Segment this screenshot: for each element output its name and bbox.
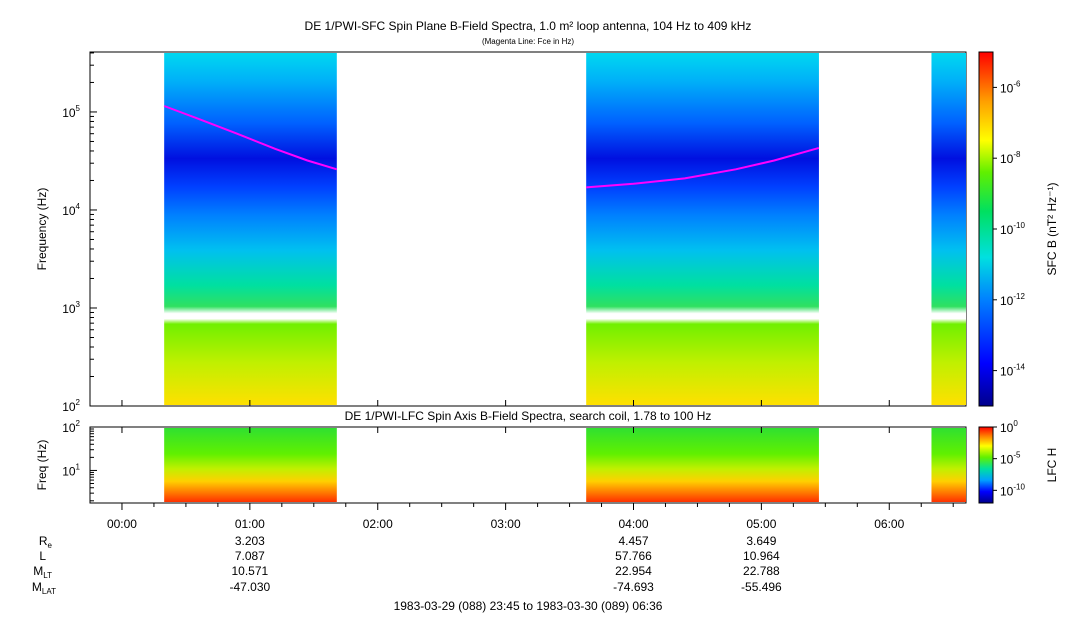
- x-tick-label: 06:00: [874, 517, 904, 531]
- x-tick-label: 00:00: [107, 517, 137, 531]
- lfc-spectrogram: [164, 428, 966, 502]
- ephemeris-value-l: 7.087: [235, 549, 265, 563]
- sfc-data-interval: [164, 53, 337, 405]
- sfc-y-axis: 102 103 104 105: [62, 52, 97, 414]
- y-tick-label: 104: [62, 202, 80, 218]
- ephemeris-value-mlat: -47.030: [230, 580, 271, 594]
- y-tick-label: 105: [62, 104, 80, 120]
- ephemeris-value-re: 3.649: [746, 534, 776, 548]
- colorbar-tick-label: 10-8: [1000, 150, 1021, 166]
- ephemeris-value-l: 57.766: [615, 549, 652, 563]
- ephemeris-value-mlt: 22.954: [615, 564, 652, 578]
- y-tick-label: 103: [62, 300, 80, 316]
- sfc-fce-line: [163, 105, 820, 189]
- x-tick-label: 01:00: [235, 517, 265, 531]
- mlat-label: MLAT: [32, 580, 56, 596]
- y-tick-label: 102: [62, 398, 80, 414]
- ephemeris-value-re: 3.203: [235, 534, 265, 548]
- colorbar-tick-label: 10-10: [1000, 482, 1025, 498]
- fce-line-segment: [586, 146, 820, 189]
- sfc-colorbar-ticks: 10-6 10-8 10-10 10-12 10-14: [993, 79, 1025, 379]
- sfc-title: DE 1/PWI-SFC Spin Plane B-Field Spectra,…: [305, 19, 752, 33]
- sfc-spectrogram: [164, 53, 966, 405]
- colorbar-tick-label: 10-10: [1000, 221, 1025, 237]
- x-tick-label: 03:00: [491, 517, 521, 531]
- lfc-data-interval: [164, 428, 337, 502]
- sfc-colorbar: [978, 51, 994, 407]
- lfc-colorbar-ticks: 100 10-5 10-10: [993, 419, 1025, 498]
- sfc-ylabel: Frequency (Hz): [35, 188, 49, 271]
- sfc-colorbar-label: SFC B (nT² Hz⁻¹): [1045, 183, 1059, 276]
- y-tick-label: 102: [62, 419, 80, 435]
- sfc-subtitle: (Magenta Line: Fce in Hz): [482, 37, 574, 46]
- ephemeris-value-mlt: 22.788: [743, 564, 780, 578]
- x-tick-label: 04:00: [618, 517, 648, 531]
- colorbar-tick-label: 100: [1000, 419, 1018, 435]
- colorbar-tick-label: 10-5: [1000, 451, 1021, 467]
- lfc-y-axis: 101 102: [62, 419, 97, 502]
- ephemeris-value-mlat: -55.496: [741, 580, 782, 594]
- ephemeris-value-mlt: 10.571: [232, 564, 269, 578]
- ephemeris-value-re: 4.457: [618, 534, 648, 548]
- re-label: Re: [39, 534, 53, 550]
- lfc-title: DE 1/PWI-LFC Spin Axis B-Field Spectra, …: [345, 409, 712, 423]
- time-axis: 00:00 01:00 02:00 03:00 04:00 05:00 06:00: [107, 400, 954, 531]
- mlt-label: MLT: [33, 564, 52, 580]
- sfc-data-interval: [586, 53, 819, 405]
- ephemeris-labels: Re L MLT MLAT: [32, 534, 56, 596]
- lfc-data-interval: [586, 428, 819, 502]
- lfc-data-interval: [931, 428, 966, 502]
- colorbar-tick-label: 10-14: [1000, 363, 1025, 379]
- lfc-colorbar: [978, 426, 994, 504]
- time-range: 1983-03-29 (088) 23:45 to 1983-03-30 (08…: [394, 599, 663, 613]
- ephemeris-value-mlat: -74.693: [613, 580, 654, 594]
- lfc-colorbar-label: LFC H: [1045, 448, 1059, 483]
- x-tick-label: 02:00: [363, 517, 393, 531]
- lfc-panel: DE 1/PWI-LFC Spin Axis B-Field Spectra, …: [35, 409, 1059, 504]
- sfc-data-interval: [931, 53, 966, 405]
- colorbar-tick-label: 10-6: [1000, 79, 1021, 95]
- l-label: L: [39, 549, 46, 563]
- y-tick-label: 101: [62, 462, 80, 478]
- x-tick-label: 05:00: [746, 517, 776, 531]
- ephemeris-value-l: 10.964: [743, 549, 780, 563]
- sfc-panel: DE 1/PWI-SFC Spin Plane B-Field Spectra,…: [35, 19, 1059, 414]
- colorbar-tick-label: 10-12: [1000, 292, 1025, 308]
- lfc-ylabel: Freq (Hz): [35, 440, 49, 491]
- fce-line-segment: [163, 105, 338, 171]
